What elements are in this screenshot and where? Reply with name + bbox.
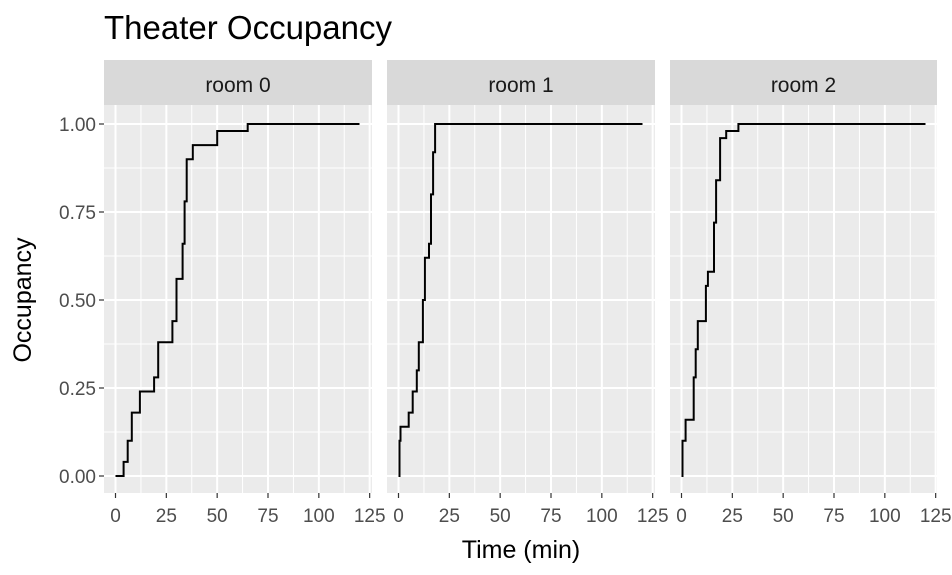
facet-strip-label: room 0 bbox=[205, 74, 270, 97]
x-tick-label: 0 bbox=[676, 506, 687, 527]
facet-strip bbox=[104, 60, 372, 105]
x-tick-label: 75 bbox=[823, 506, 844, 527]
x-tick-label: 100 bbox=[869, 506, 901, 527]
x-tick-label: 25 bbox=[439, 506, 460, 527]
x-tick-label: 25 bbox=[156, 506, 177, 527]
facet-panel-0: room 0 0 25 50 75 100 125 0.00 0.25 0.50 0.75 1.00 bbox=[59, 60, 386, 527]
occupancy-step-line bbox=[115, 123, 360, 477]
chart-title: Theater Occupancy bbox=[104, 9, 392, 46]
facet-panel-2: room 2 0 25 50 75 100 125 bbox=[670, 60, 952, 527]
x-tick-label: 100 bbox=[586, 506, 618, 527]
facet-strip-label: room 2 bbox=[771, 74, 836, 97]
facet-panel-1: room 1 0 25 50 75 100 125 bbox=[387, 60, 669, 527]
x-tick-label: 100 bbox=[303, 506, 335, 527]
x-tick-label: 125 bbox=[920, 506, 952, 527]
y-axis-title: Occupancy bbox=[9, 237, 37, 363]
x-tick-label: 125 bbox=[354, 506, 386, 527]
x-tick-label: 0 bbox=[393, 506, 404, 527]
y-tick-label: 0.75 bbox=[59, 203, 96, 224]
y-tick-label: 0.50 bbox=[59, 291, 96, 312]
x-tick-label: 75 bbox=[540, 506, 561, 527]
x-tick-label: 75 bbox=[257, 506, 278, 527]
facet-strip-label: room 1 bbox=[488, 74, 553, 97]
facet-strip bbox=[670, 60, 937, 105]
y-tick-label: 0.00 bbox=[59, 467, 96, 488]
x-tick-label: 50 bbox=[773, 506, 794, 527]
occupancy-step-line bbox=[398, 123, 643, 477]
x-tick-label: 125 bbox=[637, 506, 669, 527]
y-tick-label: 1.00 bbox=[59, 115, 96, 136]
x-tick-label: 25 bbox=[722, 506, 743, 527]
x-tick-label: 50 bbox=[490, 506, 511, 527]
facet-panels: room 00 25 50 75 100 1250.000.250.500.751.00r… bbox=[59, 60, 952, 527]
x-tick-label: 50 bbox=[207, 506, 228, 527]
y-tick-label: 0.25 bbox=[59, 379, 96, 400]
x-tick-label: 0 bbox=[110, 506, 121, 527]
occupancy-step-line bbox=[681, 123, 926, 477]
x-axis-title: Time (min) bbox=[462, 536, 581, 564]
facet-strip bbox=[387, 60, 655, 105]
